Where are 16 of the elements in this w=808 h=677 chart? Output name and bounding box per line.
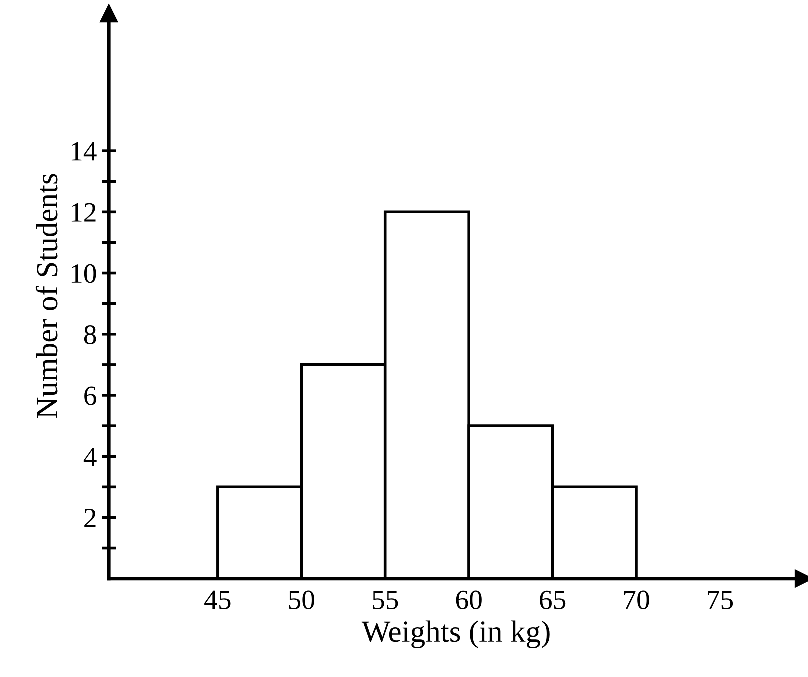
x-tick-label: 65: [540, 590, 566, 610]
y-tick-label: 10: [72, 264, 96, 284]
y-tick-label: 4: [84, 448, 97, 466]
y-tick-label: 12: [72, 203, 96, 222]
x-tick-label: 70: [624, 590, 650, 610]
y-tick-label: 8: [84, 326, 96, 344]
x-tick-label: 60: [456, 590, 482, 610]
x-tick-label: 55: [373, 591, 398, 610]
x-tick-label: 45: [204, 590, 231, 610]
y-tick-label: 14: [72, 142, 97, 161]
y-axis-title: Number of Students: [36, 174, 58, 418]
y-tick-label: 6: [84, 386, 96, 406]
x-tick-label: 75: [708, 591, 734, 610]
x-axis-title: Weights (in kg): [362, 620, 550, 648]
y-tick-label: 2: [84, 508, 96, 528]
x-tick-label: 50: [289, 590, 314, 610]
